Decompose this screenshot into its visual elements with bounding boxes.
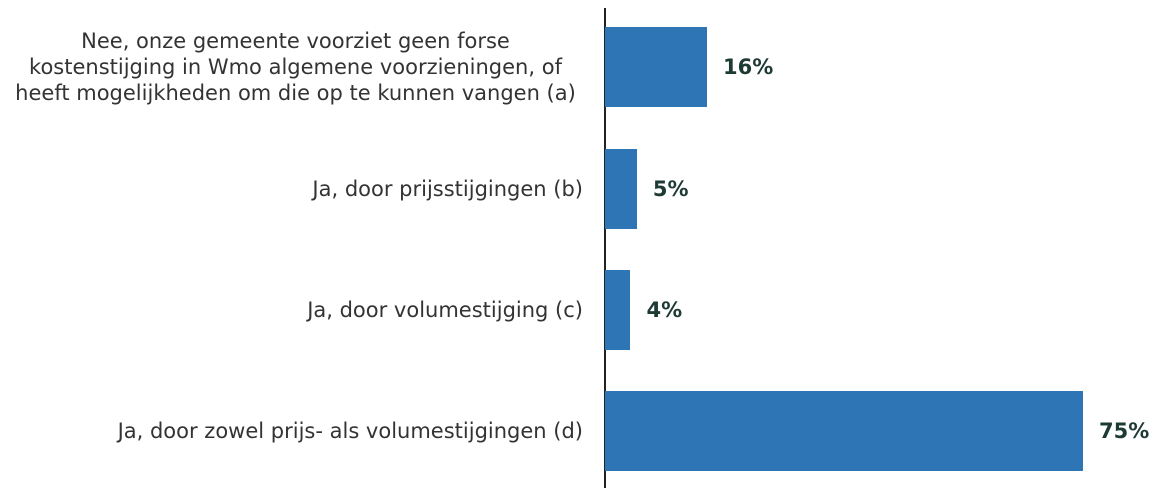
category-label: Ja, door prijsstijgingen (b) <box>0 129 583 249</box>
value-label: 4% <box>646 298 683 322</box>
bar <box>605 27 707 107</box>
bar <box>605 149 637 229</box>
category-text: Ja, door volumestijging (c) <box>307 298 583 322</box>
category-label: Ja, door zowel prijs- als volumestijging… <box>0 371 583 491</box>
category-label: Ja, door volumestijging (c) <box>0 250 583 370</box>
category-text: Ja, door zowel prijs- als volumestijging… <box>117 419 583 443</box>
bar <box>605 391 1083 471</box>
bar <box>605 270 631 350</box>
axis-line <box>604 8 606 488</box>
category-label: Nee, onze gemeente voorziet geen forse k… <box>0 7 583 127</box>
value-label: 16% <box>722 55 774 79</box>
category-text: Ja, door prijsstijgingen (b) <box>312 177 583 201</box>
category-text: Nee, onze gemeente voorziet geen forse k… <box>15 29 576 105</box>
value-label: 75% <box>1099 419 1150 443</box>
value-label: 5% <box>652 177 689 201</box>
